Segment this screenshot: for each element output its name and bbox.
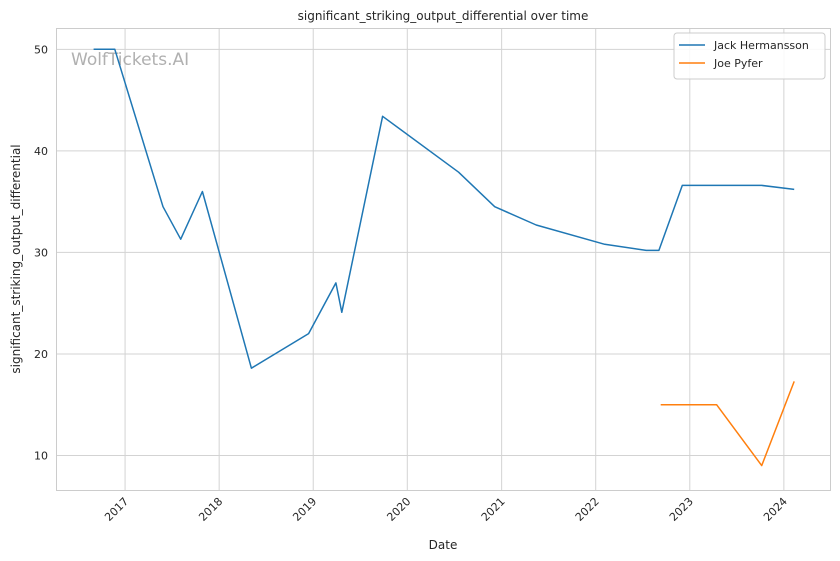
y-axis-title: significant_striking_output_differential [9, 144, 23, 373]
y-tick-label: 10 [34, 449, 48, 462]
y-tick-label: 20 [34, 348, 48, 361]
x-tick-label: 2018 [196, 495, 225, 524]
x-tick-label: 2021 [479, 495, 508, 524]
x-tick-label: 2017 [102, 495, 131, 524]
y-tick-label: 30 [34, 246, 48, 259]
chart-title: significant_striking_output_differential… [298, 9, 589, 23]
plot-frame [56, 28, 831, 491]
series-line-0 [93, 48, 795, 369]
series-line-1 [660, 381, 795, 467]
x-axis-title: Date [429, 538, 458, 552]
x-tick-label: 2024 [761, 495, 790, 524]
y-tick-label: 40 [34, 145, 48, 158]
y-tick-label: 50 [34, 43, 48, 56]
legend: Jack Hermansson Joe Pyfer [673, 32, 826, 80]
watermark: WolfTickets.AI [71, 50, 189, 70]
legend-label: Joe Pyfer [713, 57, 763, 70]
legend-label: Jack Hermansson [713, 39, 809, 52]
x-tick-label: 2020 [384, 495, 413, 524]
x-tick-label: 2019 [290, 495, 319, 524]
x-tick-label: 2022 [573, 495, 602, 524]
x-tick-label: 2023 [667, 495, 696, 524]
legend-box [673, 32, 826, 80]
